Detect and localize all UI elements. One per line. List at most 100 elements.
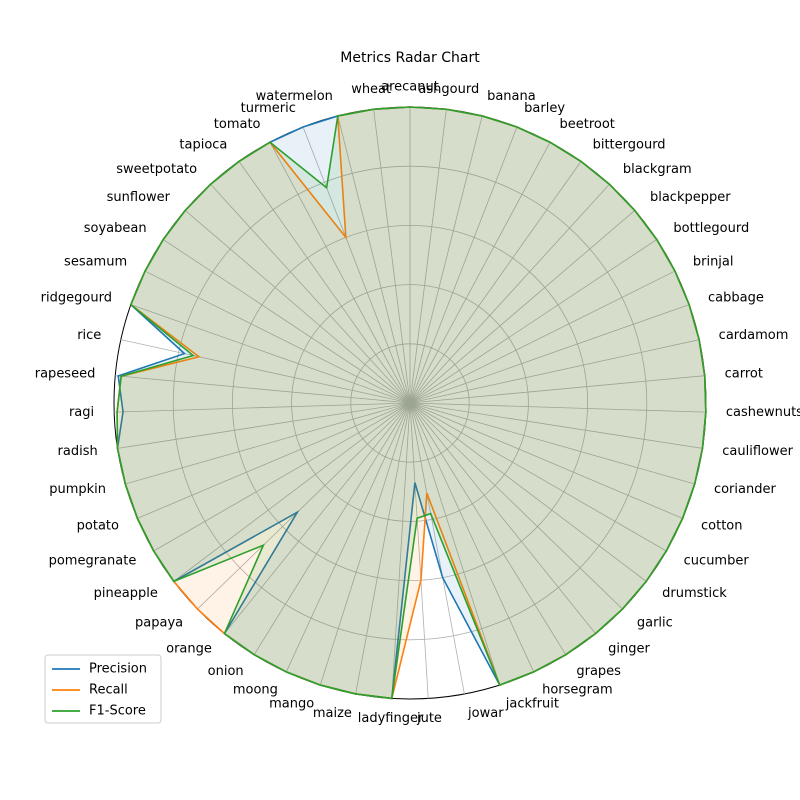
spoke-ladyfinger <box>391 402 411 699</box>
category-label-tapioca: tapioca <box>179 138 227 153</box>
spoke-beetroot <box>409 142 551 404</box>
category-label-onion: onion <box>208 664 244 679</box>
spoke-orange <box>224 402 411 634</box>
spoke-wheat <box>373 109 411 404</box>
category-label-jowar: jowar <box>467 706 504 721</box>
spoke-rapeseed <box>115 375 411 404</box>
spoke-watermelon <box>337 115 411 404</box>
spoke-sunflower <box>184 210 411 404</box>
category-label-maize: maize <box>313 706 352 721</box>
spoke-bittergourd <box>409 161 582 404</box>
category-label-watermelon: watermelon <box>256 89 333 104</box>
category-label-orange: orange <box>166 642 212 657</box>
category-label-cashewnuts: cashewnuts <box>726 405 800 420</box>
spoke-cashewnuts <box>409 402 706 413</box>
series-layer <box>116 106 707 700</box>
category-label-rice: rice <box>77 328 101 343</box>
legend-label-f1-score: F1-Score <box>89 704 146 719</box>
category-label-cucumber: cucumber <box>684 554 750 569</box>
spoke-mango <box>319 402 411 686</box>
category-label-beetroot: beetroot <box>560 117 615 132</box>
category-label-ashgourd: ashgourd <box>418 82 479 97</box>
category-label-ragi: ragi <box>69 405 94 420</box>
category-label-cotton: cotton <box>701 519 743 534</box>
category-label-arecanut: arecanut <box>381 80 439 95</box>
series-fill-precision <box>117 107 706 699</box>
category-label-mango: mango <box>269 697 314 712</box>
category-label-moong: moong <box>233 683 278 698</box>
spoke-cotton <box>409 402 683 519</box>
category-label-rapeseed: rapeseed <box>35 366 96 381</box>
spoke-moong <box>285 402 411 673</box>
spoke-cauliflower <box>409 402 703 449</box>
series-line-f1-score <box>116 106 707 700</box>
spoke-grapes <box>409 402 567 655</box>
spoke-blackpepper <box>409 210 636 404</box>
category-label-drumstick: drumstick <box>662 586 727 601</box>
spoke-jute <box>409 402 429 699</box>
category-label-wheat: wheat <box>351 82 391 97</box>
spoke-tapioca <box>238 161 411 404</box>
spoke-brinjal <box>409 270 676 404</box>
category-label-ladyfinger: ladyfinger <box>358 711 424 726</box>
category-label-horsegram: horsegram <box>542 683 613 698</box>
spoke-onion <box>253 402 411 655</box>
category-label-bittergourd: bittergourd <box>593 138 666 153</box>
spoke-banana <box>409 115 483 404</box>
series-fill-f1-score <box>117 107 706 699</box>
legend-label-recall: Recall <box>89 683 128 698</box>
spoke-carrot <box>409 375 705 404</box>
category-label-soyabean: soyabean <box>84 221 147 236</box>
category-label-potato: potato <box>77 519 119 534</box>
category-label-garlic: garlic <box>637 615 673 630</box>
spoke-pomegranate <box>153 402 411 552</box>
spoke-ridgegourd <box>130 304 411 404</box>
spoke-bottlegourd <box>409 239 657 404</box>
spoke-cucumber <box>409 402 667 552</box>
spoke-drumstick <box>409 402 647 582</box>
category-label-tomato: tomato <box>214 117 261 132</box>
category-label-turmeric: turmeric <box>241 101 296 116</box>
spoke-radish <box>117 402 411 449</box>
category-label-sweetpotato: sweetpotato <box>116 162 197 177</box>
category-label-pineapple: pineapple <box>94 586 158 601</box>
spoke-maize <box>355 402 411 695</box>
spoke-cardamom <box>409 339 700 404</box>
spoke-ashgourd <box>409 109 447 404</box>
spoke-ragi <box>114 402 411 413</box>
spoke-cabbage <box>409 304 690 404</box>
spoke-horsegram <box>409 402 535 673</box>
spoke-sweetpotato <box>210 183 411 404</box>
spoke-barley <box>409 126 518 404</box>
category-label-papaya: papaya <box>135 615 183 630</box>
spoke-potato <box>137 402 411 519</box>
category-label-jackfruit: jackfruit <box>505 697 559 712</box>
spoke-pumpkin <box>125 402 411 485</box>
spoke-blackgram <box>409 183 610 404</box>
category-label-barley: barley <box>524 101 565 116</box>
spoke-turmeric <box>302 126 411 404</box>
spoke-jowar <box>409 402 465 695</box>
category-label-bottlegourd: bottlegourd <box>673 221 749 236</box>
category-label-ridgegourd: ridgegourd <box>41 290 112 305</box>
spoke-soyabean <box>163 239 411 404</box>
spoke-pineapple <box>173 402 411 582</box>
spoke-sesamum <box>144 270 411 404</box>
spoke-coriander <box>409 402 695 485</box>
category-label-cardamom: cardamom <box>719 328 789 343</box>
spoke-jackfruit <box>409 402 501 686</box>
spoke-tomato <box>269 142 411 404</box>
legend-box <box>44 654 162 724</box>
radar-grid <box>113 106 707 700</box>
category-label-blackgram: blackgram <box>623 162 692 177</box>
spoke-rice <box>120 339 411 404</box>
series-fill-recall <box>117 107 706 699</box>
category-label-pomegranate: pomegranate <box>49 554 137 569</box>
legend: Precision Recall F1-Score <box>44 654 162 724</box>
category-label-brinjal: brinjal <box>693 255 734 270</box>
category-label-coriander: coriander <box>714 482 777 497</box>
category-label-carrot: carrot <box>725 366 763 381</box>
spoke-ginger <box>409 402 596 634</box>
